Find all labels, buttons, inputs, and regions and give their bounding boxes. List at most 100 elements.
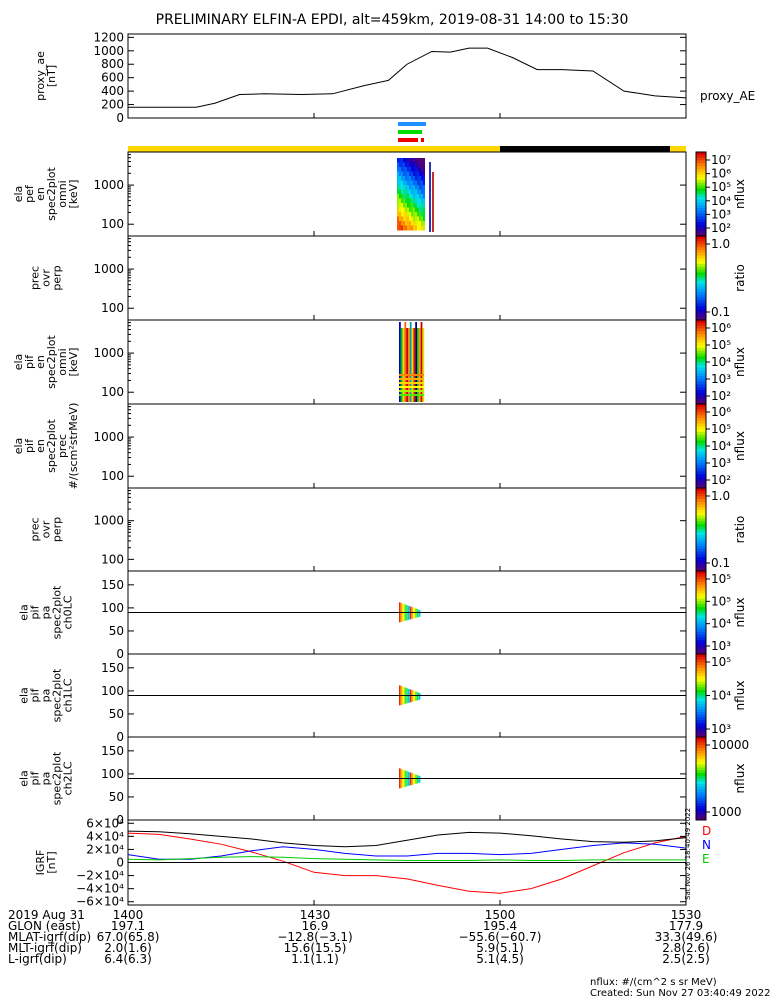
colorbar-cell — [696, 789, 706, 793]
sector-bar-red-tick — [421, 138, 424, 142]
ele-spec-cell — [411, 221, 413, 226]
ylabel-2-2: perp — [51, 265, 64, 290]
colorbar-cell — [696, 623, 706, 627]
colorbar-cell — [696, 565, 706, 569]
colorbar-tick-label: 0.1 — [711, 556, 730, 570]
ytick-label-2: 100 — [101, 301, 124, 315]
ele-spec-stripe — [432, 172, 434, 232]
colorbar-cell — [696, 342, 706, 346]
colorbar-cell — [696, 387, 706, 391]
colorbar-cell — [696, 390, 706, 394]
ylabel-2-1: ovr — [40, 269, 53, 287]
ion-spec-stripe — [417, 328, 419, 402]
colorbar-cell — [696, 651, 706, 655]
ylabel-6-1: pif — [29, 604, 42, 619]
ele-spec-cell — [421, 212, 423, 217]
ele-spec-cell — [423, 176, 425, 181]
ylabel-4-2: en — [34, 439, 47, 453]
ele-spec-cell — [417, 162, 419, 168]
colorbar-cell — [696, 523, 706, 528]
ele-spec-cell — [415, 225, 417, 231]
ytick-label-0: 200 — [101, 98, 124, 112]
ylabel-8-0: ela — [18, 770, 31, 787]
ele-spec-cell — [413, 180, 415, 186]
ele-spec-cell — [409, 189, 411, 195]
colorbar-cell — [696, 806, 706, 810]
ylabel-8-2: pa — [40, 772, 53, 786]
colorbar-tick-label: 1.0 — [711, 489, 730, 503]
orbit-value: 2.0(1.6) — [104, 941, 152, 955]
colorbar-cell — [696, 479, 706, 483]
orbit-value: 195.4 — [483, 919, 517, 933]
colorbar-cell — [696, 656, 706, 661]
colorbar-cell — [696, 331, 706, 335]
ele-spec-cell — [397, 207, 399, 213]
colorbar-cell — [696, 748, 706, 752]
colorbar-cell — [696, 797, 706, 802]
ele-spec-cell — [397, 212, 399, 217]
colorbars-layer — [695, 151, 710, 821]
colorbar-cell — [696, 518, 706, 522]
ele-spec-cell — [411, 194, 413, 199]
colorbar-cell — [696, 507, 706, 511]
ion-spec-stripe — [406, 328, 408, 402]
ele-spec-cell — [397, 180, 399, 186]
colorbar-cell — [696, 205, 706, 209]
ele-spec-cell — [409, 198, 411, 204]
colorbar-cell — [696, 648, 706, 652]
ele-spec-cell — [399, 180, 401, 186]
colorbar-cell — [696, 551, 706, 555]
ylabel-1-0: ela — [12, 186, 25, 203]
ele-spec-cell — [415, 207, 417, 213]
colorbar-label: nflux — [733, 431, 747, 461]
ele-spec-cell — [413, 225, 415, 231]
ele-spec-cell — [405, 216, 407, 222]
ele-spec-cell — [411, 171, 413, 177]
ylabel-6-2: pa — [40, 606, 53, 620]
ele-spec-cell — [423, 212, 425, 217]
ytick-label-9: 4×10⁴ — [86, 829, 124, 843]
ele-spec-cell — [401, 207, 403, 213]
colorbar-cell — [696, 645, 706, 649]
colorbar-label: nflux — [733, 347, 747, 377]
colorbar-cell — [696, 562, 706, 566]
ele-spec-cell — [399, 189, 401, 195]
ele-spec-cell — [421, 207, 423, 213]
colorbar-cell — [696, 272, 706, 276]
colorbar-cell — [696, 681, 706, 685]
colorbar-tick-label: 10⁴ — [711, 689, 731, 703]
colorbar-cell — [696, 465, 706, 469]
ele-spec-cell — [411, 180, 413, 186]
colorbar-cell — [696, 152, 706, 156]
ele-spec-cell — [407, 216, 409, 222]
ylabel-4-1: pif — [23, 438, 36, 453]
ele-spec-cell — [409, 207, 411, 213]
ion-spec-band — [399, 382, 424, 384]
ele-spec-cell — [423, 194, 425, 199]
colorbar-tick-label: 1000 — [711, 805, 742, 819]
orbit-value: 1530 — [671, 908, 702, 922]
ele-spec-cell — [411, 185, 413, 190]
colorbar-cell — [696, 781, 706, 785]
orbit-value: 1400 — [113, 908, 144, 922]
colorbar-cell — [696, 512, 706, 517]
ele-spec-cell — [411, 216, 413, 222]
ele-spec-cell — [401, 180, 403, 186]
ytick-label-6: 50 — [109, 624, 124, 638]
colorbar-tick-label: 10⁴ — [711, 617, 731, 631]
colorbar-cell — [696, 689, 706, 694]
colorbar-cell — [696, 404, 706, 408]
ele-spec-cell — [415, 162, 417, 168]
shadow-bar — [500, 146, 670, 152]
colorbar-label: ratio — [733, 516, 747, 544]
colorbar-cell — [696, 241, 706, 245]
colorbar-cell — [696, 415, 706, 419]
ele-spec-cell — [397, 194, 399, 199]
ele-spec-cell — [413, 167, 415, 172]
colorbar-cell — [696, 811, 706, 815]
ion-spec-band — [399, 374, 424, 376]
ele-spec-cell — [405, 158, 407, 163]
colorbar-cell — [696, 701, 706, 705]
colorbar-cell — [696, 535, 706, 539]
